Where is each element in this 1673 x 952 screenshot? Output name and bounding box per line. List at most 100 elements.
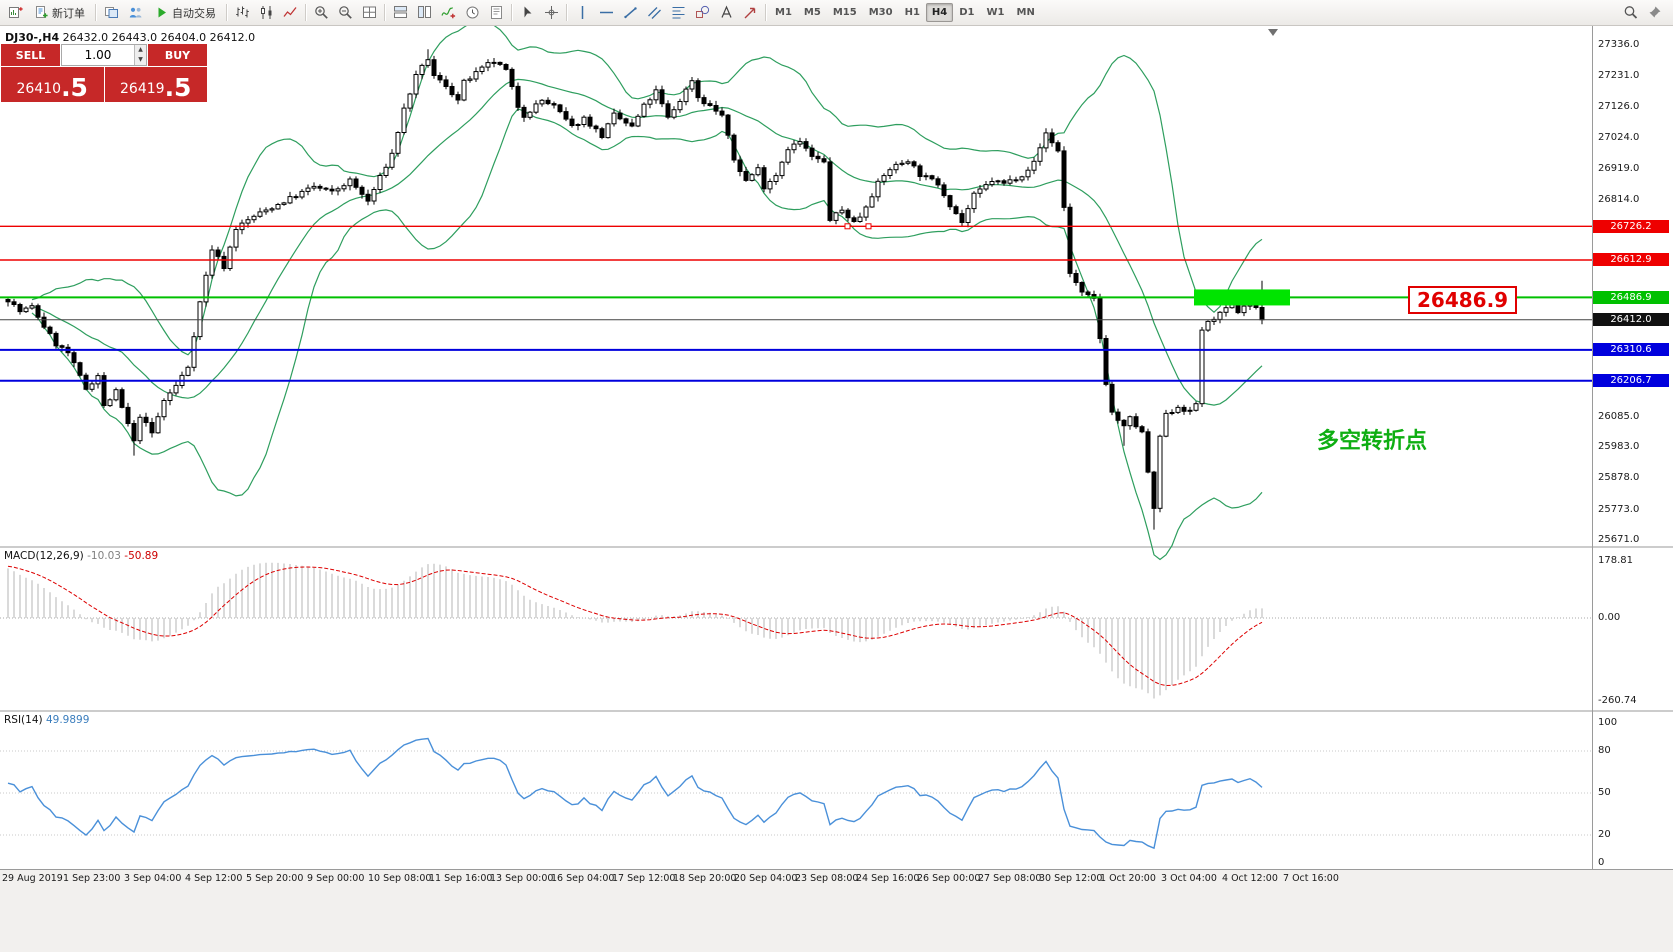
timeframe-h4[interactable]: H4 [925, 3, 954, 22]
one-click-trade-panel: SELL ▲ ▼ BUY 26410.5 26419.5 [1, 44, 207, 102]
time-label: 1 Sep 23:00 [63, 873, 121, 884]
vertical-line-button[interactable] [570, 2, 594, 23]
time-label: 24 Sep 16:00 [856, 873, 920, 884]
level-price-tag: 26486.9 [1593, 290, 1669, 304]
channel-button[interactable] [642, 2, 666, 23]
sell-button[interactable]: SELL [1, 44, 60, 66]
time-label: 10 Sep 08:00 [368, 873, 432, 884]
timeframe-m30[interactable]: M30 [868, 7, 893, 18]
timeframe-m15[interactable]: M15 [832, 7, 857, 18]
zoomout-icon [338, 5, 353, 20]
time-label: 26 Sep 00:00 [917, 873, 981, 884]
rsi-tick: 20 [1598, 829, 1611, 840]
crosshair-button[interactable] [539, 2, 563, 23]
bar-chart-button[interactable] [230, 2, 254, 23]
price-callout-label[interactable]: 26486.9 [1408, 286, 1518, 314]
time-label: 9 Sep 00:00 [307, 873, 365, 884]
people-icon [128, 5, 143, 20]
price-axis: 27336.0 27231.0 27126.0 27024.0 26919.0 26814… [1592, 26, 1673, 869]
price-tick: 26085.0 [1598, 410, 1640, 422]
crosshair-icon [544, 5, 559, 20]
buy-price-big-digit: .5 [164, 73, 192, 102]
rsi-value: 49.9899 [45, 714, 90, 726]
buy-button[interactable]: BUY [148, 44, 207, 66]
timeframe-mn[interactable]: MN [1016, 7, 1035, 18]
trendline-button[interactable] [618, 2, 642, 23]
shapes-button[interactable] [690, 2, 714, 23]
order-icon [34, 5, 49, 20]
line-chart-button[interactable] [278, 2, 302, 23]
text-label-button[interactable] [714, 2, 738, 23]
buy-price-button[interactable]: 26419.5 [104, 67, 207, 102]
auto-trading-button[interactable]: 自动交易 [147, 2, 223, 23]
time-label: 13 Sep 00:00 [490, 873, 554, 884]
layers-icon [104, 5, 119, 20]
timeframe-m1[interactable]: M1 [775, 7, 792, 18]
volume-input[interactable] [62, 48, 146, 62]
period-button[interactable] [460, 2, 484, 23]
time-label: 27 Sep 08:00 [978, 873, 1042, 884]
line-handle[interactable] [844, 223, 851, 230]
macd-main-value: -10.03 [87, 550, 121, 562]
highlight-zone[interactable] [1194, 289, 1290, 306]
volume-up-icon[interactable]: ▲ [135, 45, 146, 55]
indicator-icon [440, 5, 456, 20]
toolbar-separator [95, 4, 96, 21]
new-chart-button[interactable] [3, 2, 27, 23]
new-order-button[interactable]: 新订单 [27, 2, 92, 23]
timeframe-w1[interactable]: W1 [986, 7, 1005, 18]
clock-icon [465, 5, 480, 20]
timeframe-m5[interactable]: M5 [803, 7, 821, 18]
chart-profiles-button[interactable] [99, 2, 123, 23]
search-button[interactable] [1618, 2, 1642, 23]
sell-price-button[interactable]: 26410.5 [1, 67, 104, 102]
vline-icon [575, 5, 590, 20]
zoomin-icon [314, 5, 329, 20]
time-axis: 29 Aug 2019 1 Sep 23:00 3 Sep 04:00 4 Sep 1… [0, 869, 1673, 952]
rsi-panel [0, 737, 1592, 850]
zoom-out-button[interactable] [333, 2, 357, 23]
line-handle[interactable] [865, 223, 872, 230]
horizontal-line-button[interactable] [594, 2, 618, 23]
sell-price-main: 26410 [16, 81, 62, 97]
strategy-tester-button[interactable] [123, 2, 147, 23]
chart-annotation-text[interactable]: 多空转折点 [1317, 429, 1428, 454]
pin-chart-button[interactable] [1642, 2, 1666, 23]
templates-button[interactable] [484, 2, 508, 23]
timeframe-d1[interactable]: D1 [959, 7, 975, 18]
fibonacci-button[interactable] [666, 2, 690, 23]
rsi-indicator-label: RSI(14) 49.9899 [4, 714, 89, 726]
time-label: 4 Sep 12:00 [185, 873, 243, 884]
time-label: 16 Sep 04:00 [551, 873, 615, 884]
auto-trading-button-label: 自动交易 [172, 6, 216, 20]
cursor-button[interactable] [515, 2, 539, 23]
arrange-horizontal-button[interactable] [388, 2, 412, 23]
indicators-button[interactable] [436, 2, 460, 23]
volume-down-icon[interactable]: ▼ [135, 55, 146, 65]
tiledown-icon [393, 5, 408, 20]
macd-panel [0, 562, 1592, 699]
macd-signal-value: -50.89 [124, 550, 159, 562]
macd-indicator-label: MACD(12,26,9) -10.03 -50.89 [4, 550, 158, 562]
timeframe-h1[interactable]: H1 [904, 7, 920, 18]
cursor-icon [520, 5, 535, 20]
tileup-icon [417, 5, 432, 20]
candlesticks [5, 49, 1265, 530]
candle-chart-button[interactable] [254, 2, 278, 23]
chart-shift-marker-icon[interactable] [1268, 29, 1278, 36]
fibo-icon [671, 5, 686, 20]
tile-windows-button[interactable] [357, 2, 381, 23]
volume-field: ▲ ▼ [61, 44, 147, 66]
time-label: 29 Aug 2019 [2, 873, 63, 884]
tline-icon [623, 5, 638, 20]
time-label: 18 Sep 20:00 [673, 873, 737, 884]
arrow-object-button[interactable] [738, 2, 762, 23]
zoom-in-button[interactable] [309, 2, 333, 23]
price-tick: 26814.0 [1598, 194, 1640, 206]
arrange-vertical-button[interactable] [412, 2, 436, 23]
macd-tick: -260.74 [1598, 695, 1637, 706]
symbol-info: DJ30-,H4 26432.0 26443.0 26404.0 26412.0 [5, 31, 255, 44]
arrowtool-icon [743, 5, 758, 20]
level-price-tag: 26310.6 [1593, 343, 1669, 357]
